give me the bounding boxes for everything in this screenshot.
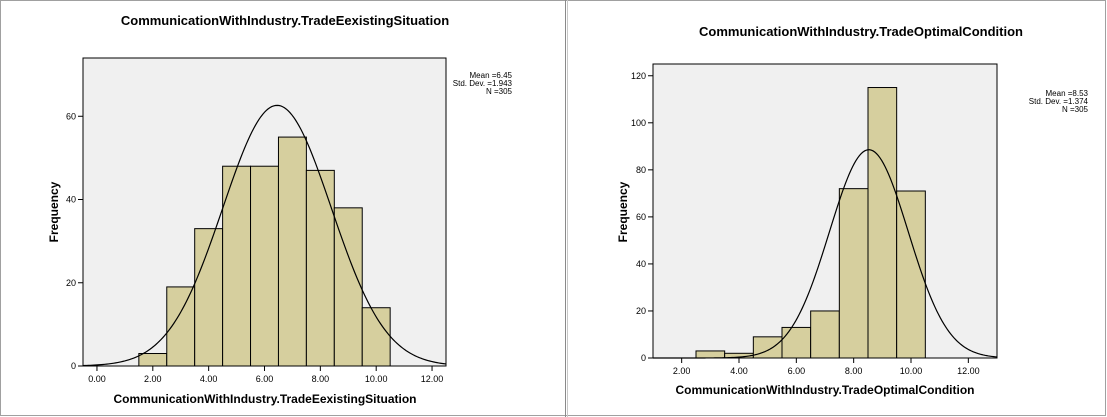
chart-title: CommunicationWithIndustry.TradeEexisting… (121, 13, 449, 28)
x-tick-label: 12.00 (421, 374, 444, 384)
x-tick-label: 10.00 (900, 366, 923, 376)
stats-line: N =305 (1062, 105, 1089, 114)
y-tick-label: 40 (636, 259, 646, 269)
histogram-bar (250, 165, 279, 367)
x-tick-label: 2.00 (144, 374, 162, 384)
x-tick-label: 0.00 (88, 374, 106, 384)
stats-line: Std. Dev. =1.943 (453, 79, 513, 88)
y-tick-label: 100 (631, 118, 646, 128)
x-tick-label: 10.00 (365, 374, 388, 384)
plot-area (652, 63, 998, 359)
histogram-bar (896, 190, 926, 359)
x-axis-title: CommunicationWithIndustry.TradeOptimalCo… (676, 383, 975, 397)
histogram-bar (781, 326, 812, 359)
histogram-bar (277, 136, 307, 367)
x-tick-label: 2.00 (673, 366, 691, 376)
y-tick-label: 0 (641, 353, 646, 363)
histogram-bar (305, 169, 335, 367)
stats-line: Std. Dev. =1.374 (1029, 97, 1089, 106)
y-tick-label: 60 (66, 111, 76, 121)
histogram-bar (810, 310, 840, 359)
histogram-optimal-condition: CommunicationWithIndustry.TradeOptimalCo… (616, 24, 1089, 397)
x-tick-label: 12.00 (957, 366, 980, 376)
histogram-existing-situation: CommunicationWithIndustry.TradeEexisting… (47, 13, 513, 406)
histogram-bar (838, 188, 869, 359)
x-tick-label: 4.00 (200, 374, 218, 384)
histogram-panel-existing[interactable]: CommunicationWithIndustry.TradeEexisting… (0, 0, 565, 417)
stats-line: Mean =6.45 (470, 71, 513, 80)
y-tick-label: 80 (636, 165, 646, 175)
stats-line: Mean =8.53 (1046, 89, 1089, 98)
y-tick-label: 20 (66, 278, 76, 288)
y-tick-label: 60 (636, 212, 646, 222)
x-tick-label: 8.00 (845, 366, 863, 376)
chart-title: CommunicationWithIndustry.TradeOptimalCo… (699, 24, 1023, 39)
x-tick-label: 6.00 (256, 374, 274, 384)
normal-curve (82, 104, 447, 367)
histogram-bar (867, 87, 898, 359)
y-tick-label: 40 (66, 195, 76, 205)
y-tick-label: 120 (631, 71, 646, 81)
x-tick-label: 6.00 (788, 366, 806, 376)
y-tick-label: 0 (71, 361, 76, 371)
histogram-panel-optimal[interactable]: CommunicationWithIndustry.TradeOptimalCo… (567, 0, 1107, 417)
histogram-bar (138, 353, 168, 367)
panel-divider (565, 0, 566, 417)
histogram-bar (752, 336, 783, 359)
x-tick-label: 4.00 (730, 366, 748, 376)
histogram-bar (695, 350, 726, 359)
stats-line: N =305 (486, 87, 513, 96)
x-tick-label: 8.00 (312, 374, 330, 384)
y-axis-title: Frequency (47, 181, 61, 242)
histogram-bar (333, 207, 363, 367)
panel-divider-shadow (567, 0, 568, 417)
normal-curve (653, 149, 998, 359)
y-tick-label: 20 (636, 306, 646, 316)
y-axis-title: Frequency (616, 181, 630, 242)
x-axis-title: CommunicationWithIndustry.TradeEexisting… (113, 392, 416, 406)
